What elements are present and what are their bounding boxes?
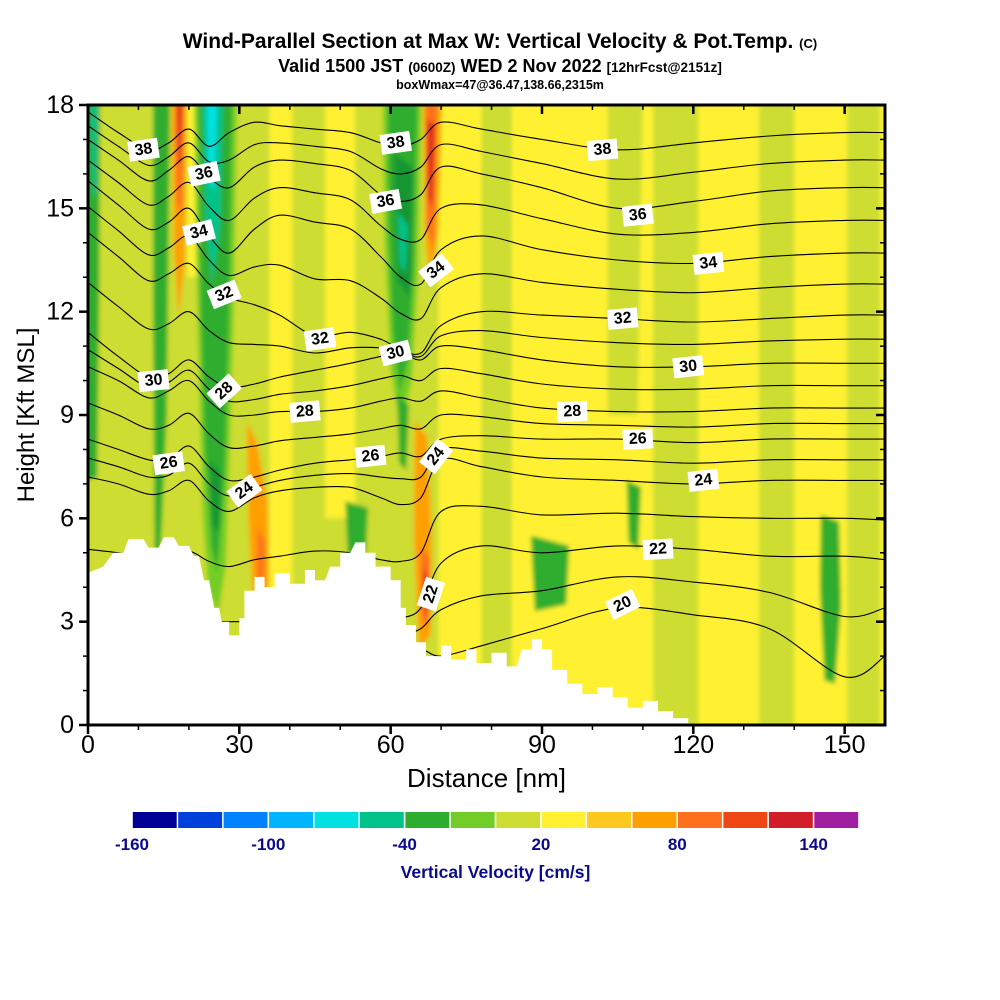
colorbar-title: Vertical Velocity [cm/s] — [401, 862, 591, 882]
chart-title: Wind-Parallel Section at Max W: Vertical… — [0, 30, 1000, 54]
svg-text:32: 32 — [213, 283, 236, 305]
svg-text:36: 36 — [194, 164, 215, 184]
svg-text:22: 22 — [420, 583, 442, 605]
svg-text:24: 24 — [694, 471, 714, 490]
svg-text:26: 26 — [361, 447, 381, 466]
svg-text:28: 28 — [563, 403, 582, 421]
terrain-mask — [88, 537, 704, 725]
svg-text:15: 15 — [46, 194, 74, 222]
svg-text:30: 30 — [679, 357, 699, 376]
svg-text:150: 150 — [824, 731, 866, 759]
svg-text:38: 38 — [386, 133, 406, 152]
svg-text:9: 9 — [60, 401, 74, 429]
svg-text:32: 32 — [613, 309, 632, 327]
svg-text:12: 12 — [46, 298, 74, 326]
chart-title-unit: (C) — [799, 36, 818, 51]
valid-date-text: WED 2 Nov 2022 — [460, 56, 602, 76]
svg-text:26: 26 — [628, 430, 647, 448]
chart-subtitle: Valid 1500 JST (0600Z) WED 2 Nov 2022 [1… — [0, 56, 1000, 77]
svg-text:3: 3 — [60, 608, 74, 636]
svg-text:36: 36 — [375, 191, 396, 211]
svg-text:28: 28 — [295, 402, 314, 420]
svg-text:-100: -100 — [251, 835, 285, 854]
svg-text:32: 32 — [310, 330, 330, 349]
svg-text:-160: -160 — [115, 835, 149, 854]
svg-text:26: 26 — [159, 454, 179, 473]
x-axis-label: Distance [nm] — [407, 763, 566, 793]
svg-text:38: 38 — [593, 141, 612, 159]
chart-note: boxWmax=47@36.47,138.66,2315m — [396, 78, 604, 92]
svg-text:6: 6 — [60, 504, 74, 532]
valid-time-text: Valid 1500 JST — [278, 56, 404, 76]
svg-text:0: 0 — [81, 731, 95, 759]
svg-text:20: 20 — [611, 593, 635, 616]
svg-text:34: 34 — [699, 254, 719, 273]
svg-text:80: 80 — [668, 835, 687, 854]
svg-text:0: 0 — [60, 711, 74, 739]
svg-text:18: 18 — [46, 91, 74, 119]
svg-text:30: 30 — [385, 343, 406, 364]
colorbar: -160 -100 -40 20 80 140 Vertical Velocity [cm/… — [115, 812, 859, 882]
svg-text:140: 140 — [799, 835, 827, 854]
svg-text:-40: -40 — [392, 835, 417, 854]
svg-text:38: 38 — [134, 140, 154, 159]
svg-text:60: 60 — [377, 731, 405, 759]
svg-text:34: 34 — [188, 222, 209, 243]
y-axis-label: Height [Kft MSL] — [13, 328, 40, 503]
svg-text:20: 20 — [531, 835, 550, 854]
chart-title-text: Wind-Parallel Section at Max W: Vertical… — [182, 30, 794, 53]
valid-time-utc: (0600Z) — [408, 60, 456, 75]
svg-text:36: 36 — [628, 206, 648, 225]
svg-text:22: 22 — [649, 540, 668, 558]
svg-text:120: 120 — [672, 731, 714, 759]
svg-text:30: 30 — [144, 371, 164, 390]
forecast-lead-text: [12hrFcst@2151z] — [606, 60, 722, 75]
svg-text:30: 30 — [225, 731, 253, 759]
svg-text:90: 90 — [528, 731, 556, 759]
